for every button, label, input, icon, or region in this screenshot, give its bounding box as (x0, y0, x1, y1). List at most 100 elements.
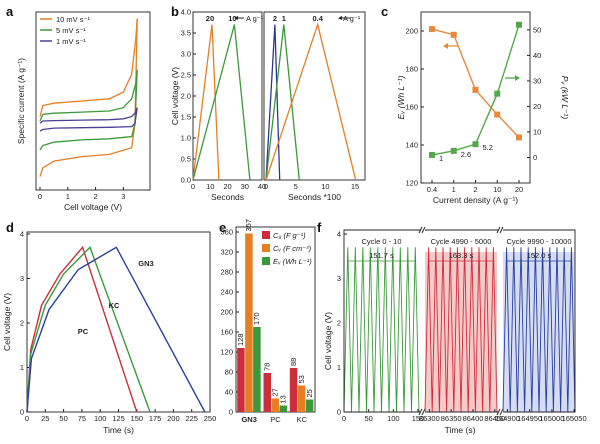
panel-b-left-xtick-label: 30 (241, 182, 249, 191)
panel-f-xtick-label: 150 (412, 414, 425, 423)
panel-f-ytick-label: 1 (337, 363, 341, 372)
panel-c-ytick-right-label: 20 (533, 102, 541, 111)
panel-b-left-xtick-label: 40 (258, 182, 266, 191)
panel-c-energy-point (450, 31, 457, 38)
panel-c-power-point (450, 147, 457, 154)
panel-c-power-point (494, 90, 501, 97)
panel-e-ytick-label: 120 (220, 348, 233, 357)
panel-e-ytick-label: 160 (220, 328, 233, 337)
panel-e-bar-label: 128 (236, 333, 245, 346)
panel-b-left-unit: A g⁻¹ (246, 14, 264, 23)
panel-d-ytick-label: 1 (20, 363, 24, 372)
panel-c-power-label: 1 (439, 154, 443, 163)
panel-c-label: c (381, 4, 388, 19)
panel-c-ytick-right-label: 10 (533, 127, 541, 136)
panel-e-bar-KC-Ev (305, 399, 314, 412)
panel-a-xtick-label: 3 (121, 192, 125, 201)
panel-c-power-point (472, 141, 479, 148)
panel-c-ytick-right-label: 30 (533, 76, 541, 85)
panel-e-category-KC: KC (297, 415, 308, 424)
panel-e-bar-label: 25 (305, 389, 314, 397)
panel-a-frame (35, 11, 151, 191)
panel-f-label: f (317, 220, 322, 235)
panel-e-bar-PC-Ev (279, 405, 287, 412)
panel-a-cv-reverse-2 (39, 107, 138, 132)
panel-a-cv-forward-0 (39, 18, 138, 117)
panel-b-ytick-label: 2.5 (181, 71, 191, 80)
panel-e-bar-PC-Cg (263, 373, 271, 412)
panel-e-bar-GN3-Cg (237, 348, 245, 412)
panel-d-xtick-label: 100 (94, 414, 107, 423)
panel-c-energy-axis-arrowhead (443, 43, 448, 49)
panel-e-bar-label: 27 (271, 388, 280, 396)
panel-e-legend-swatch-0 (262, 231, 270, 239)
panel-f-period-2: 152.0 s (527, 251, 552, 260)
panel-b-right-unit: A g⁻¹ (343, 14, 361, 23)
panel-e-bar-label: 13 (279, 395, 288, 403)
panel-b-ytick-label: 3.5 (181, 29, 191, 38)
panel-f-break-top-mask-0 (420, 227, 425, 233)
panel-f-ylabel: Cell voltage (V) (323, 312, 333, 370)
panel-e-bar-label: 88 (289, 358, 298, 366)
panel-b-right-frame (263, 11, 366, 181)
panel-c-energy-point (494, 111, 501, 118)
panel-a-cv-reverse-1 (39, 69, 138, 151)
panel-b-left-xlabel: Seconds (211, 192, 244, 202)
panel-f-title-2: Cycle 9990 - 10000 (506, 237, 571, 246)
panel-b-right-curve-0 (265, 24, 281, 181)
panel-f-break-bottom-mask-0 (420, 409, 425, 415)
panel-d-xtick-label: 75 (78, 414, 86, 423)
panel-e-bar-label: 78 (263, 363, 272, 371)
panel-b-left-arrowhead (234, 16, 238, 20)
panel-b-left-curve-0 (192, 24, 220, 181)
panel-d-xlabel: Time (s) (103, 425, 134, 435)
panel-f-break-mark (418, 226, 423, 234)
panel-f-xtick-label: 165000 (539, 414, 564, 423)
panel-a-cv-forward-2 (39, 107, 138, 124)
panel-e-ytick-label: 360 (220, 228, 233, 237)
panel-f-xtick-label: 164950 (517, 414, 542, 423)
panel-b-left-xtick-label: 0 (191, 182, 195, 191)
panel-f-xtick-label: 86350 (441, 414, 462, 423)
panel-d-curve-GN3 (26, 246, 206, 413)
panel-b-ylabel: Cell voltage (V) (170, 67, 180, 125)
panel-e-legend-2: Eᵥ (Wh L⁻¹) (273, 257, 312, 266)
panel-f-break-mark (418, 408, 423, 416)
panel-f-xtick-label: 86450 (484, 414, 505, 423)
panel-a-ylabel: Specific current (A g⁻¹) (16, 58, 26, 144)
panel-e-ytick-label: 280 (220, 268, 233, 277)
panel-c-xtick-label: 20 (515, 185, 523, 194)
panel-f-break-top-mask-1 (498, 227, 503, 233)
panel-b-ytick-label: 0.5 (181, 155, 191, 164)
panel-a-legend-2: 1 mV s⁻¹ (56, 37, 86, 46)
panel-c-xtick-label: 0.4 (427, 185, 437, 194)
panel-b-right-xtick-label: 5 (294, 182, 298, 191)
panel-b-right-rate-2: 0.4 (312, 14, 323, 23)
panel-f-ytick-label: 0 (337, 408, 341, 417)
panel-d-series-label-KC: KC (109, 301, 120, 310)
panel-f-segment-bg-1 (425, 252, 497, 412)
panel-c-ytick-left-label: 180 (405, 65, 418, 74)
panel-b-label: b (171, 4, 179, 19)
panel-a-legend-0: 10 mV s⁻¹ (56, 15, 90, 24)
panel-e-ytick-label: 0 (229, 408, 233, 417)
panel-e-ytick-label: 80 (225, 368, 233, 377)
panel-b-ytick-label: 1.5 (181, 113, 191, 122)
panel-e-legend-swatch-2 (262, 257, 270, 265)
panel-d-ytick-label: 0 (20, 408, 24, 417)
panel-a-xlabel: Cell voltage (V) (64, 202, 122, 212)
panel-c-ytick-right-label: 50 (533, 25, 541, 34)
panel-e-ytick-label: 40 (225, 388, 233, 397)
panel-c-xtick-label: 10 (493, 185, 501, 194)
panel-b-right-xlabel: Seconds *100 (288, 192, 341, 202)
panel-e-label: e (219, 220, 226, 235)
panel-f-period-1: 163.3 s (449, 251, 474, 260)
panel-f-break-mark (499, 408, 504, 416)
panel-c-ytick-left-label: 140 (405, 141, 418, 150)
panel-e-category-PC: PC (270, 415, 281, 424)
panel-b-ytick-label: 4.0 (181, 8, 191, 17)
panel-e-ytick-label: 240 (220, 288, 233, 297)
panel-f-xtick-label: 0 (342, 414, 346, 423)
panel-c-ytick-right-label: 40 (533, 51, 541, 60)
